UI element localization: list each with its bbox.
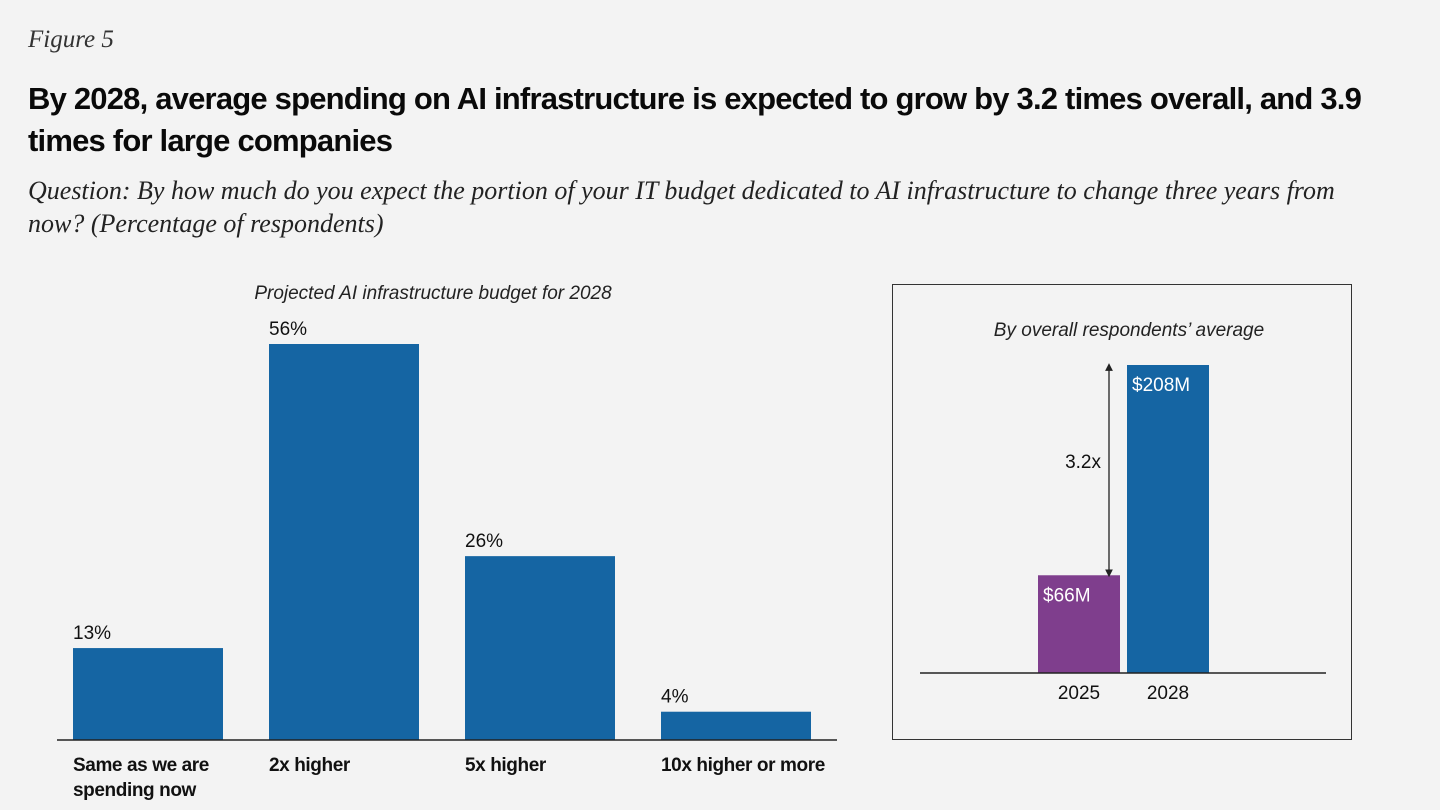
bar-value-label: 56% xyxy=(269,319,307,340)
bar-1 xyxy=(73,648,223,740)
question-subtitle: Question: By how much do you expect the … xyxy=(28,176,1335,238)
category-label: 5x higher xyxy=(465,755,547,776)
growth-multiplier-label: 3.2x xyxy=(1065,452,1101,473)
category-label: 10x higher or more xyxy=(661,755,825,776)
inset-bar-value-label: $66M xyxy=(1043,585,1091,606)
inset-bar-2025 xyxy=(1038,575,1120,673)
bar-4 xyxy=(661,711,811,740)
inset-panel: By overall respondents’ average $66M 2025… xyxy=(892,284,1352,740)
bar-2 xyxy=(269,344,419,740)
inset-bar-value-label: $208M xyxy=(1132,375,1190,396)
page-title: By 2028, average spending on AI infrastr… xyxy=(28,81,1362,158)
bar-value-label: 26% xyxy=(465,531,503,552)
figure-label: Figure 5 xyxy=(28,26,114,53)
inset-bar-chart: By overall respondents’ average $66M 2025… xyxy=(920,320,1326,704)
category-label: 2x higher xyxy=(269,755,351,776)
inset-category-label: 2025 xyxy=(1058,683,1100,704)
main-bar-chart: Projected AI infrastructure budget for 2… xyxy=(57,283,837,801)
bar-value-label: 4% xyxy=(661,687,689,708)
category-label: Same as we are spending now xyxy=(73,755,209,801)
bar-3 xyxy=(465,556,615,740)
bar-value-label: 13% xyxy=(73,623,111,644)
inset-bar-2028 xyxy=(1127,365,1209,673)
main-chart-title: Projected AI infrastructure budget for 2… xyxy=(254,283,612,304)
inset-chart-title: By overall respondents’ average xyxy=(994,320,1264,341)
inset-category-label: 2028 xyxy=(1147,683,1189,704)
